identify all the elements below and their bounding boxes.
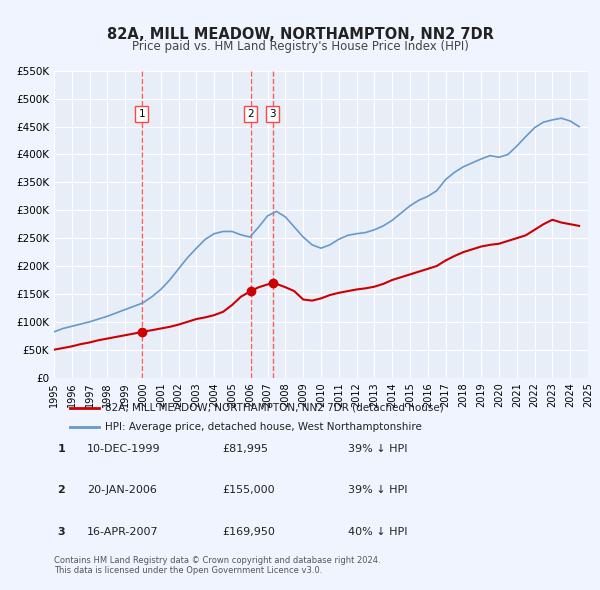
Text: 2: 2	[58, 486, 65, 495]
Text: £81,995: £81,995	[222, 444, 268, 454]
Text: 16-APR-2007: 16-APR-2007	[87, 527, 158, 536]
Text: 2: 2	[247, 109, 254, 119]
Text: 82A, MILL MEADOW, NORTHAMPTON, NN2 7DR: 82A, MILL MEADOW, NORTHAMPTON, NN2 7DR	[107, 27, 493, 41]
Text: Price paid vs. HM Land Registry's House Price Index (HPI): Price paid vs. HM Land Registry's House …	[131, 40, 469, 53]
Text: HPI: Average price, detached house, West Northamptonshire: HPI: Average price, detached house, West…	[105, 422, 422, 432]
Text: £169,950: £169,950	[222, 527, 275, 536]
Text: 20-JAN-2006: 20-JAN-2006	[87, 486, 157, 495]
Text: 3: 3	[269, 109, 276, 119]
Text: 82A, MILL MEADOW, NORTHAMPTON, NN2 7DR (detached house): 82A, MILL MEADOW, NORTHAMPTON, NN2 7DR (…	[105, 403, 443, 412]
Text: 39% ↓ HPI: 39% ↓ HPI	[348, 444, 407, 454]
Text: 10-DEC-1999: 10-DEC-1999	[87, 444, 161, 454]
Text: 1: 1	[139, 109, 145, 119]
Text: Contains HM Land Registry data © Crown copyright and database right 2024.
This d: Contains HM Land Registry data © Crown c…	[54, 556, 380, 575]
Text: 3: 3	[58, 527, 65, 536]
Text: 1: 1	[58, 444, 65, 454]
Text: £155,000: £155,000	[222, 486, 275, 495]
Text: 40% ↓ HPI: 40% ↓ HPI	[348, 527, 407, 536]
Text: 39% ↓ HPI: 39% ↓ HPI	[348, 486, 407, 495]
